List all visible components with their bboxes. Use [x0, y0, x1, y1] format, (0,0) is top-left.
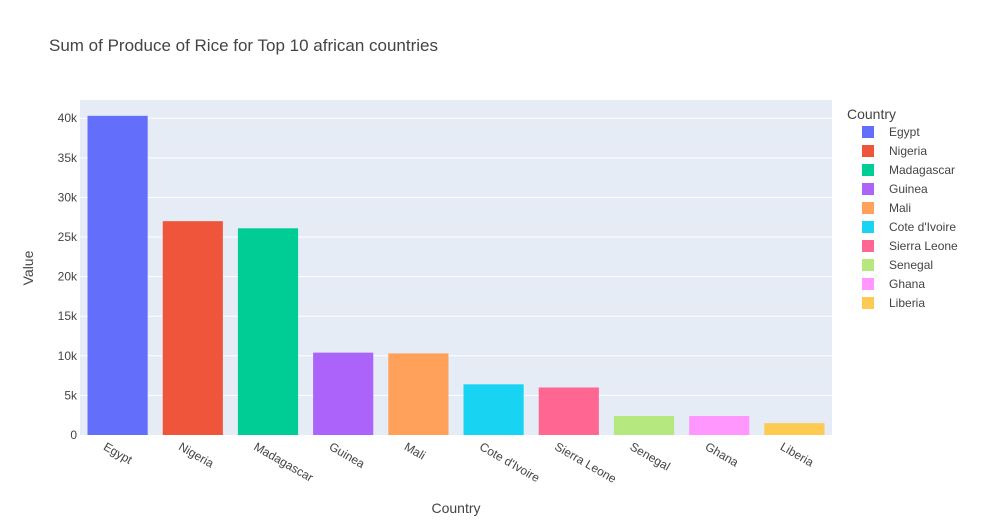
- legend-swatch: [862, 164, 874, 176]
- y-tick-label: 0: [70, 428, 77, 442]
- legend-item-madagascar[interactable]: Madagascar: [862, 163, 955, 177]
- y-tick-label: 10k: [58, 349, 78, 363]
- legend-item-nigeria[interactable]: Nigeria: [862, 144, 927, 158]
- y-tick-label: 25k: [58, 230, 78, 244]
- bar-guinea[interactable]: [313, 352, 374, 435]
- bar-nigeria[interactable]: [162, 221, 223, 435]
- bars: [87, 115, 825, 436]
- y-tick-label: 30k: [58, 190, 78, 204]
- legend-label: Ghana: [889, 277, 925, 291]
- legend-swatch: [862, 278, 874, 290]
- legend-item-guinea[interactable]: Guinea: [862, 182, 928, 196]
- x-axis-title: Country: [431, 500, 480, 516]
- legend-item-cote-d-ivoire[interactable]: Cote d'Ivoire: [862, 220, 956, 234]
- chart-title: Sum of Produce of Rice for Top 10 africa…: [49, 36, 438, 55]
- y-axis-title: Value: [20, 250, 36, 285]
- legend-label: Egypt: [889, 125, 920, 139]
- bar-liberia[interactable]: [764, 423, 825, 435]
- legend-label: Sierra Leone: [889, 239, 958, 253]
- legend[interactable]: Egypt Nigeria Madagascar Guinea Mali Cote d'I…: [862, 125, 958, 310]
- legend-swatch: [862, 126, 874, 138]
- y-tick-label: 15k: [58, 309, 78, 323]
- legend-swatch: [862, 221, 874, 233]
- y-tick-label: 20k: [58, 270, 78, 284]
- bar-madagascar[interactable]: [237, 228, 299, 435]
- bar-ghana[interactable]: [689, 415, 750, 435]
- legend-swatch: [862, 183, 874, 195]
- legend-item-egypt[interactable]: Egypt: [862, 125, 920, 139]
- legend-label: Guinea: [889, 182, 928, 196]
- bar-sierra-leone[interactable]: [538, 387, 599, 435]
- legend-label: Madagascar: [889, 163, 955, 177]
- legend-swatch: [862, 259, 874, 271]
- y-tick-label: 35k: [58, 151, 78, 165]
- legend-swatch: [862, 145, 874, 157]
- legend-swatch: [862, 240, 874, 252]
- legend-title: Country: [847, 106, 896, 122]
- y-axis-ticks: 0 5k 10k 15k 20k 25k 30k 35k 40k: [58, 111, 78, 442]
- legend-item-senegal[interactable]: Senegal: [862, 258, 933, 272]
- y-tick-label: 5k: [64, 388, 78, 402]
- legend-swatch: [862, 297, 874, 309]
- legend-item-sierra-leone[interactable]: Sierra Leone: [862, 239, 958, 253]
- legend-swatch: [862, 202, 874, 214]
- legend-label: Nigeria: [889, 144, 927, 158]
- bar-egypt[interactable]: [87, 115, 148, 436]
- legend-label: Cote d'Ivoire: [889, 220, 956, 234]
- bar-mali[interactable]: [388, 353, 449, 435]
- bar-cote-d-ivoire[interactable]: [463, 384, 524, 435]
- y-tick-label: 40k: [58, 111, 78, 125]
- legend-label: Liberia: [889, 296, 925, 310]
- legend-item-ghana[interactable]: Ghana: [862, 277, 925, 291]
- legend-item-mali[interactable]: Mali: [862, 201, 911, 215]
- bar-senegal[interactable]: [613, 415, 675, 435]
- legend-label: Senegal: [889, 258, 933, 272]
- legend-item-liberia[interactable]: Liberia: [862, 296, 925, 310]
- legend-label: Mali: [889, 201, 911, 215]
